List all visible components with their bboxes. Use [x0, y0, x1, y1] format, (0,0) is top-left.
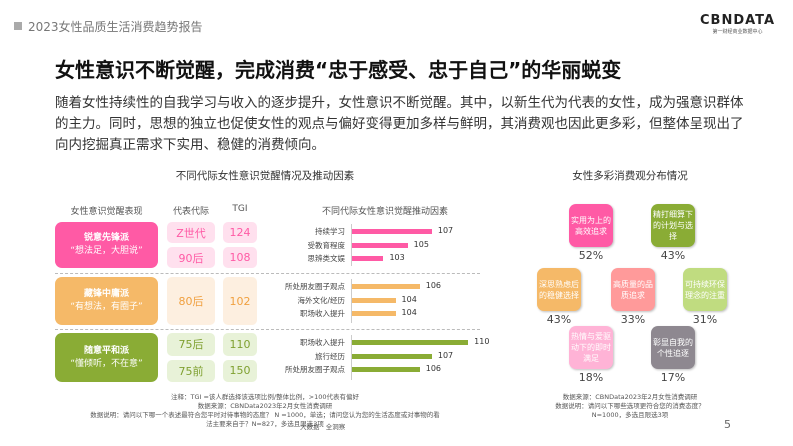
- percentage: 17%: [660, 371, 686, 384]
- factor-value: 106: [425, 364, 442, 373]
- divider: [55, 329, 480, 330]
- factor-label: 海外文化/经历: [297, 295, 345, 305]
- factor-bar: [352, 367, 420, 372]
- factor-value: 103: [389, 253, 405, 262]
- factor-label: 持续学习: [315, 227, 345, 236]
- factor-bar: [352, 353, 432, 359]
- factor-bar: [352, 311, 396, 316]
- consumption-view-tile: 高质量的品质追求: [611, 268, 655, 311]
- tgi-cell: 110: [223, 333, 257, 356]
- percentage: 43%: [546, 313, 572, 326]
- report-title: 2023女性品质生活消费趋势报告: [28, 20, 203, 34]
- bar-axis: [351, 279, 352, 323]
- factor-value: 107: [437, 350, 454, 360]
- tgi-cell: 108: [223, 247, 257, 268]
- note-source: 数据来源：CBNData2023年2月女性消费调研: [562, 393, 698, 401]
- col-header-tgi: TGI: [232, 204, 248, 214]
- bar-axis: [351, 335, 352, 380]
- group-quote: “懂倾听，不在意”: [70, 358, 143, 369]
- factor-bar: [352, 256, 384, 261]
- consumption-view-tile: 可持续环保理念的注重: [683, 268, 727, 311]
- factor-value: 107: [437, 226, 454, 235]
- factor-bar: [352, 229, 432, 234]
- page-title: 女性意识不断觉醒，完成消费“忠于感受、忠于自己”的华丽蜕变: [55, 58, 622, 82]
- generation-cell: 90后: [167, 247, 215, 268]
- header-marker: [14, 22, 22, 30]
- percentage: 31%: [692, 313, 718, 326]
- factor-bar: [352, 297, 396, 303]
- tgi-cell: 150: [223, 359, 257, 382]
- percentage: 52%: [578, 249, 604, 262]
- percentage: 43%: [660, 249, 686, 262]
- note-desc: 数据说明：请问以下哪些选项更符合您的消费态度？: [555, 402, 705, 410]
- consumption-view-tile: 深思熟虑后的稳健选择: [537, 268, 581, 311]
- factor-label: 旅行经历: [315, 351, 345, 361]
- generation-cell: 75后: [167, 333, 215, 356]
- generation-cell: 80后: [167, 277, 215, 325]
- cbndata-logo: CBNDATA 第一财经商业数据中心: [700, 13, 775, 35]
- col-header-gen: 代表代际: [172, 207, 209, 217]
- consumption-view-tile: 彰显自我的个性追逐: [651, 326, 695, 369]
- col-header-factors: 不同代际女性意识觉醒推动因素: [321, 207, 448, 217]
- generation-cell: 75前: [167, 359, 215, 382]
- factor-bar: [352, 340, 469, 345]
- note-tgi: 注释：TGI =该人群选择该选项比例/整体比例，>100代表有偏好: [171, 393, 359, 401]
- slogan: 大数据 · 全洞察: [300, 423, 346, 431]
- col-header-type: 女性意识觉醒表现: [70, 207, 143, 217]
- page-number: 5: [724, 418, 731, 431]
- note-desc: 数据说明：请问以下哪一个表述最符合您平时对待事物的态度？ N =1000，单选；…: [90, 411, 440, 428]
- consumption-view-tile: 实用为上的高效追求: [569, 204, 613, 247]
- factor-bar: [352, 242, 408, 248]
- factor-label: 思辨类文娱: [307, 254, 346, 263]
- consumption-view-tile: 热情与爱驱动下的即时满足: [569, 326, 613, 369]
- tgi-cell: 124: [223, 222, 257, 243]
- factor-value: 110: [474, 337, 490, 346]
- bar-axis: [351, 224, 352, 266]
- left-section-title: 不同代际女性意识觉醒情况及推动因素: [175, 170, 355, 182]
- right-notes: 数据来源：CBNData2023年2月女性消费调研 数据说明：请问以下哪些选项更…: [540, 393, 720, 420]
- group-name: 藏锋中庸派: [83, 289, 129, 299]
- group-name: 锐意先锋派: [83, 233, 129, 243]
- left-notes: 注释：TGI =该人群选择该选项比例/整体比例，>100代表有偏好 数据来源：C…: [60, 393, 470, 429]
- factor-value: 104: [401, 308, 417, 317]
- consumption-view-tile: 精打细算下的计划与选择: [651, 204, 695, 247]
- logo-subtext: 第一财经商业数据中心: [712, 29, 763, 35]
- percentage: 18%: [578, 371, 604, 384]
- factor-label: 所处朋友圈子观点: [285, 365, 345, 374]
- generation-cell: Z世代: [167, 222, 215, 243]
- note-n: N=1000，多选且限选3项: [591, 411, 669, 419]
- factor-value: 105: [413, 239, 429, 249]
- group-quote: “有想法，有圈子”: [70, 302, 143, 312]
- right-section-title: 女性多彩消费观分布情况: [572, 170, 688, 182]
- factor-bar: [352, 284, 420, 289]
- group-box: 随意平和派 “懂倾听，不在意”: [55, 333, 158, 382]
- group-quote: “想法足，大胆说”: [70, 246, 143, 256]
- factor-value: 106: [425, 281, 442, 290]
- group-name: 随意平和派: [83, 345, 129, 356]
- factor-label: 所处朋友圈子观点: [285, 282, 345, 291]
- factor-value: 104: [401, 294, 417, 304]
- factor-label: 职场收入提升: [300, 338, 345, 347]
- note-source: 数据来源：CBNData2023年2月女性消费调研: [197, 402, 333, 410]
- tgi-cell: 102: [223, 277, 257, 325]
- group-box: 锐意先锋派 “想法足，大胆说”: [55, 222, 158, 268]
- factor-label: 受教育程度: [307, 240, 346, 250]
- percentage: 33%: [620, 313, 646, 326]
- divider: [55, 273, 480, 274]
- logo-text: CBNDATA: [700, 13, 776, 28]
- intro-paragraph: 随着女性持续性的自我学习与收入的逐步提升，女性意识不断觉醒。其中，以新生代为代表…: [55, 95, 744, 153]
- factor-label: 职场收入提升: [300, 309, 345, 318]
- group-box: 藏锋中庸派 “有想法，有圈子”: [55, 277, 158, 325]
